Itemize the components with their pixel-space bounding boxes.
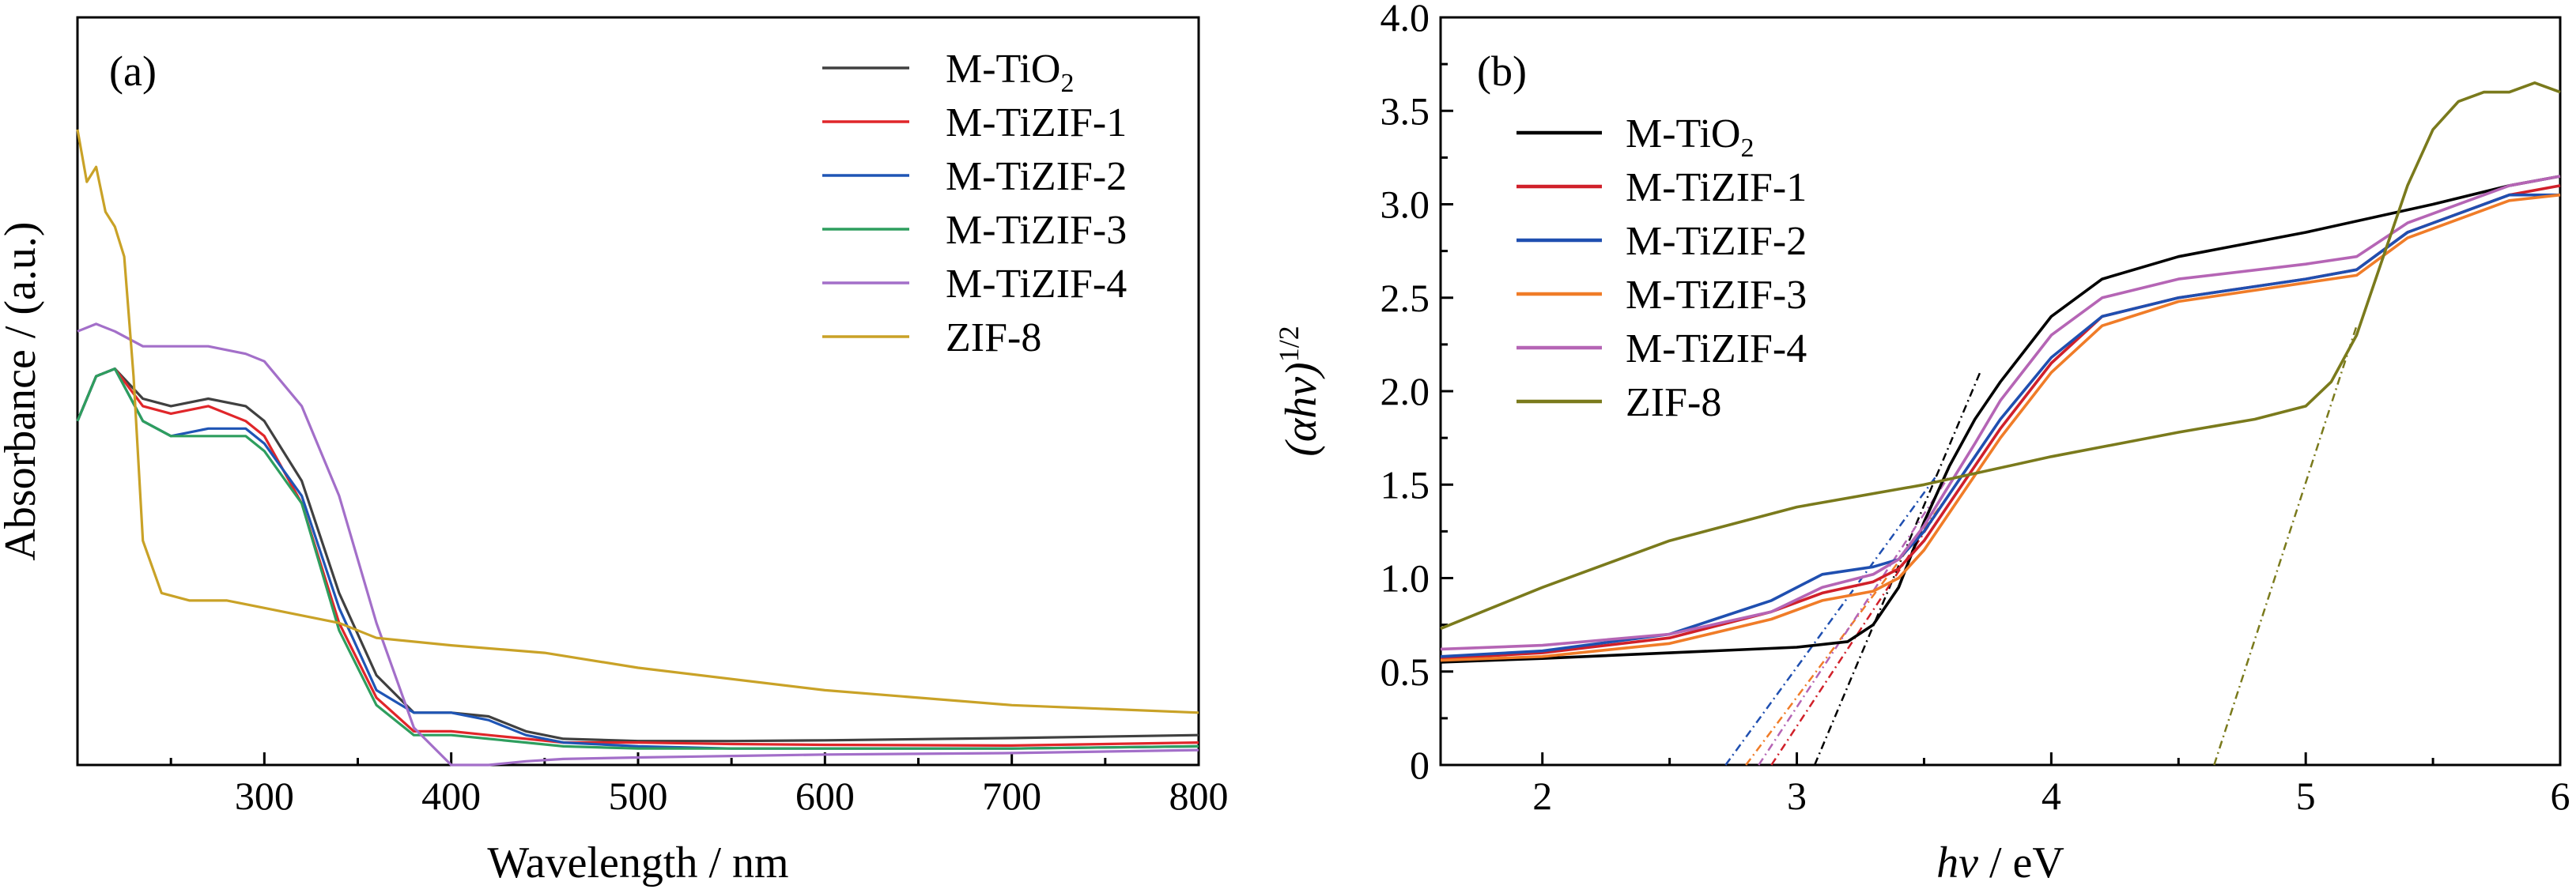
legend-label-b-2: M-TiZIF-2 [1626,219,1807,264]
legend-label-a-3: M-TiZIF-3 [946,208,1127,253]
legend-label-b-5: ZIF-8 [1626,380,1721,425]
y-tick-label-b: 2.5 [1381,276,1430,320]
series-line-a-4 [77,322,1199,767]
x-tick-label-b: 3 [1787,774,1807,818]
tangent-line-b-2 [1724,474,1938,766]
series-line-b-1 [1440,184,2561,660]
x-tick-label-a: 600 [795,774,855,818]
legend-label-a-1: M-TiZIF-1 [946,100,1127,145]
y-axis-label-a: Absorbance / (a.u.) [0,221,45,560]
x-axis-label-b: hν / eV [1936,838,2064,887]
x-tick-label-a: 300 [235,774,294,818]
x-tick-label-a: 800 [1169,774,1229,818]
series-line-b-2 [1440,193,2560,658]
panel-b-chart: 2 3 4 5 6 0 0.5 1.0 1.5 2.0 2.5 3.0 3.5 4.0 hν / eV (αh… [1273,0,2570,887]
x-tick-label-b: 2 [1532,774,1552,818]
y-tick-label-b: 2.0 [1381,369,1430,413]
legend-label-b-4: M-TiZIF-4 [1626,326,1807,371]
legend-label-a-5: ZIF-8 [946,315,1041,360]
legend-label-b-0: M-TiO2 [1626,111,1754,163]
x-tick-label-b: 4 [2042,774,2061,818]
legend-label-b-1: M-TiZIF-1 [1626,165,1807,210]
panel-a-chart: 300 400 500 600 700 800 Wavelength / nm Absorba… [0,16,1229,887]
y-tick-label-b: 3.0 [1381,183,1430,227]
x-axis-label-a: Wavelength / nm [487,838,788,887]
x-tick-label-a: 500 [609,774,668,818]
series-line-a-0 [76,367,1199,743]
plot-frame-b [1439,16,2562,767]
y-axis-label-b: (αhν)1/2 [1273,326,1326,457]
series-line-b-0 [1440,175,2561,664]
panel-label-b: (b) [1477,47,1527,95]
series-line-a-3 [76,367,1199,750]
tangent-line-b-5 [2213,325,2358,766]
x-tick-label-a: 400 [421,774,481,818]
legend-label-b-3: M-TiZIF-3 [1626,273,1807,318]
y-tick-label-b: 1.0 [1381,556,1430,601]
legend-label-a-4: M-TiZIF-4 [946,262,1127,307]
y-tick-label-b: 3.5 [1381,89,1430,133]
series-line-b-4 [1440,175,2561,651]
y-tick-label-b: 4.0 [1381,0,1430,40]
x-tick-label-a: 700 [982,774,1041,818]
series-line-a-2 [76,367,1199,750]
x-tick-label-b: 5 [2296,774,2316,818]
series-line-b-3 [1440,193,2561,662]
series-line-a-5 [76,129,1199,714]
series-line-b-5 [1440,81,2561,631]
legend-label-a-0: M-TiO2 [946,47,1075,98]
x-tick-label-b: 6 [2551,774,2570,818]
legend-label-a-2: M-TiZIF-2 [946,154,1127,199]
tangent-line-b-1 [1770,493,1951,766]
tangent-line-b-4 [1758,474,1951,766]
y-tick-label-b: 0.5 [1381,650,1430,694]
panel-label-a: (a) [109,47,157,95]
y-tick-label-b: 0 [1410,743,1430,787]
series-line-a-1 [76,367,1199,747]
y-tick-label-b: 1.5 [1381,462,1430,507]
